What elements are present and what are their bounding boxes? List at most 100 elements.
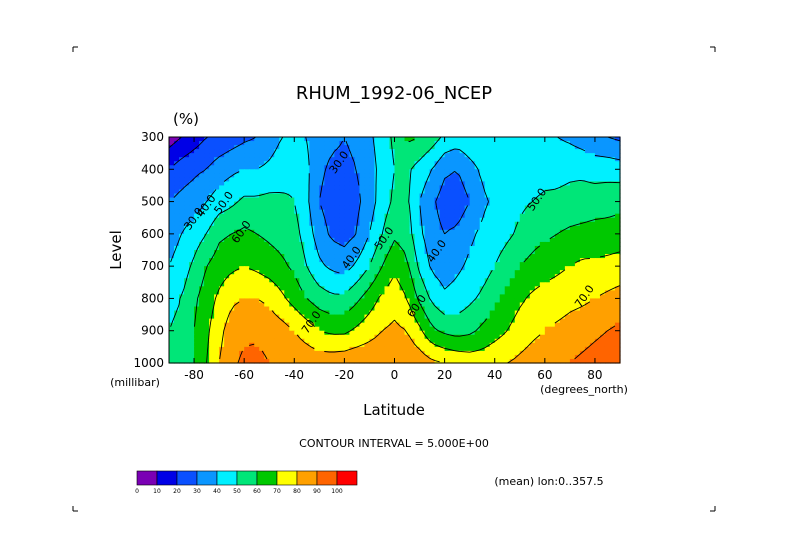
- field-cell: [554, 286, 561, 291]
- field-cell: [599, 201, 606, 207]
- field-cell: [599, 189, 606, 195]
- field-cell: [534, 141, 541, 146]
- field-cell: [584, 177, 591, 182]
- field-cell: [534, 205, 541, 211]
- field-cell: [344, 254, 350, 259]
- field-cell: [549, 197, 556, 203]
- field-cell: [224, 258, 230, 263]
- field-cell: [404, 334, 411, 340]
- field-cell: [219, 290, 225, 295]
- field-cell: [444, 165, 451, 170]
- field-cell: [239, 298, 245, 304]
- field-cell: [304, 274, 310, 279]
- field-cell: [609, 270, 616, 275]
- field-cell: [189, 161, 195, 166]
- field-cell: [569, 221, 576, 227]
- field-cell: [409, 185, 416, 191]
- field-cell: [174, 201, 180, 207]
- field-cell: [404, 346, 411, 352]
- field-cell: [604, 262, 611, 267]
- field-cell: [204, 189, 210, 195]
- field-cell: [279, 185, 285, 191]
- field-cell: [584, 217, 591, 223]
- field-cell: [289, 306, 295, 312]
- field-cell: [574, 330, 581, 336]
- field-cell: [194, 258, 200, 263]
- field-cell: [304, 189, 310, 195]
- field-cell: [289, 185, 295, 191]
- field-cell: [374, 302, 381, 308]
- field-cell: [429, 258, 436, 263]
- field-cell: [254, 173, 260, 178]
- field-cell: [574, 229, 581, 235]
- field-cell: [364, 290, 371, 295]
- field-cell: [544, 262, 551, 267]
- field-cell: [369, 354, 376, 360]
- field-cell: [399, 221, 406, 227]
- field-cell: [604, 205, 611, 211]
- field-cell: [354, 181, 361, 187]
- field-cell: [434, 354, 441, 360]
- field-cell: [229, 354, 235, 360]
- field-cell: [354, 250, 361, 255]
- field-cell: [304, 290, 310, 295]
- field-cell: [549, 201, 556, 207]
- field-cell: [549, 141, 556, 146]
- field-cell: [479, 306, 486, 312]
- field-cell: [454, 201, 461, 207]
- field-cell: [584, 326, 591, 332]
- field-cell: [264, 153, 270, 158]
- field-cell: [534, 241, 541, 247]
- field-cell: [209, 189, 215, 195]
- field-cell: [299, 185, 305, 191]
- field-cell: [259, 338, 265, 344]
- field-cell: [569, 254, 576, 259]
- field-cell: [359, 173, 366, 178]
- field-cell: [359, 262, 366, 267]
- field-cell: [449, 298, 456, 304]
- field-cell: [469, 310, 476, 316]
- field-cell: [354, 334, 361, 340]
- field-cell: [479, 354, 486, 360]
- field-cell: [529, 225, 536, 231]
- field-cell: [394, 197, 401, 203]
- field-cell: [334, 346, 340, 352]
- field-cell: [219, 298, 225, 304]
- field-cell: [409, 354, 416, 360]
- field-cell: [589, 310, 596, 316]
- field-cell: [399, 181, 406, 187]
- field-cell: [409, 286, 416, 291]
- field-cell: [214, 229, 220, 235]
- field-cell: [564, 169, 571, 174]
- field-cell: [539, 254, 546, 259]
- field-cell: [389, 161, 396, 166]
- field-cell: [239, 181, 245, 187]
- field-cell: [444, 294, 451, 300]
- field-cell: [504, 302, 511, 308]
- field-cell: [189, 225, 195, 231]
- field-cell: [374, 350, 381, 356]
- field-cell: [264, 225, 270, 231]
- field-cell: [584, 310, 591, 316]
- field-cell: [279, 330, 285, 336]
- field-cell: [599, 205, 606, 211]
- field-cell: [334, 258, 340, 263]
- field-cell: [299, 237, 305, 243]
- field-cell: [469, 286, 476, 291]
- field-cell: [254, 161, 260, 166]
- field-cell: [259, 298, 265, 304]
- field-cell: [264, 141, 270, 146]
- field-cell: [224, 294, 230, 300]
- field-cell: [509, 209, 516, 215]
- field-cell: [314, 165, 320, 170]
- field-cell: [344, 346, 350, 352]
- field-cell: [559, 177, 566, 182]
- field-cell: [309, 209, 315, 215]
- field-cell: [474, 173, 481, 178]
- field-cell: [304, 278, 310, 283]
- field-cell: [329, 354, 335, 360]
- field-cell: [579, 254, 586, 259]
- field-cell: [214, 298, 220, 304]
- field-cell: [329, 298, 335, 304]
- field-cell: [214, 266, 220, 271]
